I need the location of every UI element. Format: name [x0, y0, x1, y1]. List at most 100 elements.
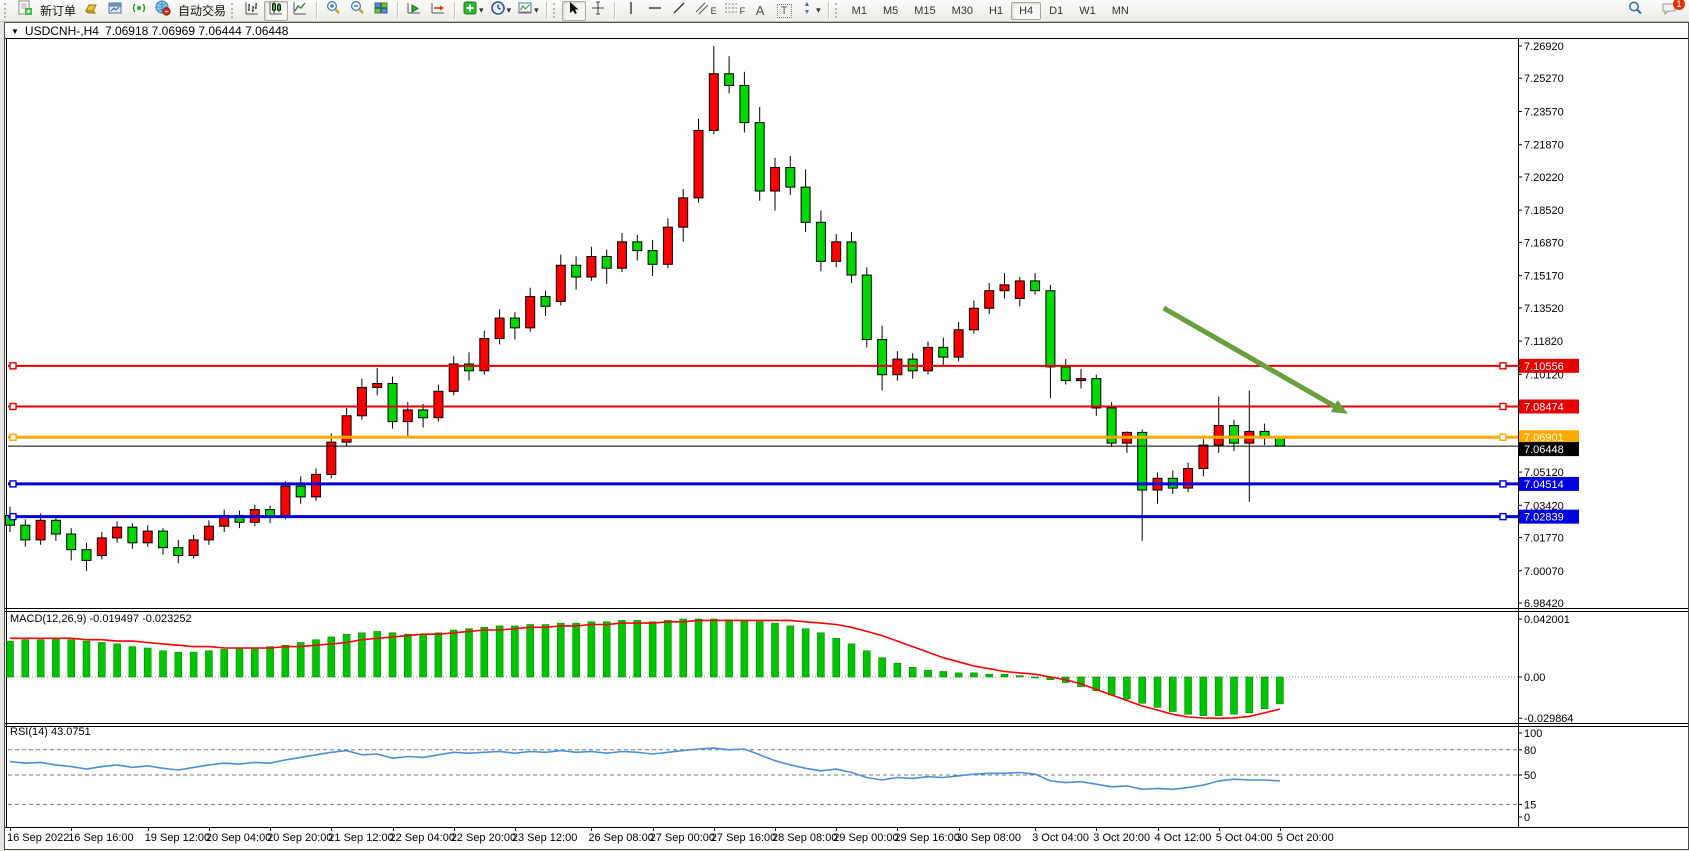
fibonacci-tool-button[interactable]: F [720, 1, 749, 21]
timeframe-button-h4[interactable]: H4 [1011, 1, 1042, 20]
toolbar-grip[interactable] [231, 3, 236, 18]
candle [494, 317, 505, 340]
timeframe-button-w1[interactable]: W1 [1079, 4, 1096, 17]
candle [601, 255, 612, 269]
macd-histogram-bar [1260, 676, 1269, 710]
vertical-line-tool-button[interactable] [619, 1, 643, 21]
price-axis-tick-label: 7.15170 [1524, 271, 1564, 283]
time-axis[interactable]: 16 Sep 2022 16 Sep 16:00 19 Sep 12:00 20 Se… [5, 828, 1688, 847]
candle [739, 84, 750, 124]
hline-handle[interactable] [1499, 480, 1507, 488]
price-axis-badge [1519, 430, 1579, 445]
trend-arrow[interactable] [1162, 305, 1343, 413]
candle [20, 524, 31, 541]
chart-shift-button[interactable] [426, 1, 450, 21]
timeframe-button-m1[interactable]: M1 [851, 4, 867, 17]
chart-window-button[interactable] [103, 1, 127, 21]
new-order-button[interactable] [13, 0, 37, 21]
hline-handle[interactable] [1499, 362, 1507, 370]
price-axis-tick-label: 7.05120 [1524, 467, 1564, 479]
price-axis-tick-label: 7.18520 [1524, 205, 1564, 217]
crosshair-tool-button[interactable] [586, 1, 610, 21]
tile-windows-button[interactable] [369, 1, 393, 21]
hline-handle[interactable] [9, 433, 17, 441]
hline-handle[interactable] [1499, 433, 1507, 441]
macd-histogram-bar [480, 627, 489, 678]
macd-histogram-bar [98, 642, 106, 678]
candle [464, 363, 474, 372]
hline-handle[interactable] [9, 362, 17, 370]
price-axis-badge-label: 7.06901 [1524, 432, 1564, 444]
macd-histogram-bar [205, 650, 213, 678]
notifications-button[interactable]: 1 [1657, 0, 1685, 21]
new-order-label[interactable]: 新订单 [40, 4, 77, 18]
hline-handle[interactable] [1499, 402, 1507, 411]
macd-histogram-bar [327, 636, 336, 678]
arrows-tool-button[interactable]: ▾ [796, 1, 824, 21]
trendline-tool-button[interactable] [667, 1, 691, 21]
toolbar-grip[interactable] [834, 3, 840, 18]
price-axis-badge [1519, 442, 1579, 457]
candlestick-mode-button[interactable] [264, 0, 289, 21]
time-axis-label: 23 Sep 12:00 [511, 832, 578, 844]
time-axis-label: 20 Sep 04:00 [205, 832, 272, 844]
macd-histogram-bar [220, 649, 228, 678]
zoom-out-button[interactable] [345, 0, 369, 21]
hline-handle[interactable] [9, 480, 17, 488]
time-axis-label: 22 Sep 04:00 [389, 832, 455, 844]
periods-button[interactable]: ▾ [487, 1, 515, 21]
candle [815, 221, 826, 262]
templates-button[interactable]: ▾ [514, 1, 542, 21]
macd-histogram-bar [1077, 676, 1085, 687]
fibonacci-letter: F [739, 5, 746, 16]
toolbar-grip[interactable] [552, 3, 558, 18]
chart-title-bar[interactable]: ▼ USDCNH-,H4 7.06918 7.06969 7.06444 7.0… [11, 24, 288, 38]
cursor-tool-button[interactable] [561, 0, 586, 21]
hline-handle[interactable] [9, 512, 17, 521]
candle [280, 485, 291, 517]
hline-handle[interactable] [1499, 512, 1507, 521]
macd-histogram-bar [449, 629, 458, 678]
horizontal-line-tool-button[interactable] [643, 1, 667, 21]
chart-collapse-icon[interactable]: ▼ [11, 26, 19, 36]
indicators-button[interactable]: ▾ [459, 1, 487, 21]
clock-icon [490, 0, 506, 21]
timeframe-button-mn[interactable]: MN [1111, 4, 1129, 17]
candle [708, 73, 719, 131]
chart-canvas[interactable]: 7.26920 7.25270 7.23570 7.21870 7.20220 7.185… [5, 38, 1688, 828]
autotrading-label[interactable]: 自动交易 [178, 4, 227, 18]
macd-histogram-bar [725, 619, 733, 678]
macd-histogram-bar [1138, 676, 1146, 704]
timeframe-button-m15[interactable]: M15 [914, 4, 936, 17]
macd-histogram-bar [847, 643, 856, 678]
macd-histogram-bar [572, 622, 580, 678]
bar-chart-mode-button[interactable] [240, 1, 264, 21]
trend-arrow-head[interactable] [1330, 399, 1349, 414]
macd-histogram-bar [511, 625, 519, 678]
timeframe-button-d1[interactable]: D1 [1049, 4, 1064, 17]
autotrading-button[interactable] [151, 0, 175, 21]
equidistant-channel-tool-button[interactable]: E [691, 1, 720, 21]
zoom-in-button[interactable] [321, 0, 345, 21]
search-icon [1627, 0, 1643, 21]
toolbar-grip[interactable] [4, 3, 9, 18]
timeframe-button-m5[interactable]: M5 [882, 4, 899, 17]
candle [1045, 290, 1056, 368]
candle [555, 264, 566, 302]
macd-histogram-bar [740, 620, 749, 678]
text-tool-button[interactable]: A [748, 1, 772, 21]
rsi-axis-tick-label: 80 [1524, 745, 1536, 757]
candle [678, 197, 689, 228]
signal-button[interactable] [127, 1, 151, 21]
timeframe-button-h1[interactable]: H1 [989, 4, 1004, 17]
line-chart-mode-button[interactable] [288, 1, 312, 21]
timeframe-button-m30[interactable]: M30 [951, 4, 974, 17]
candle [356, 386, 367, 417]
market-watch-button[interactable] [79, 1, 103, 21]
time-axis-label: 21 Sep 12:00 [328, 832, 394, 844]
search-button[interactable] [1623, 1, 1647, 21]
auto-scroll-button[interactable] [402, 1, 426, 21]
hline-handle[interactable] [9, 402, 17, 411]
text-label-tool-button[interactable]: T [772, 1, 796, 21]
price-axis-badge [1519, 509, 1579, 524]
